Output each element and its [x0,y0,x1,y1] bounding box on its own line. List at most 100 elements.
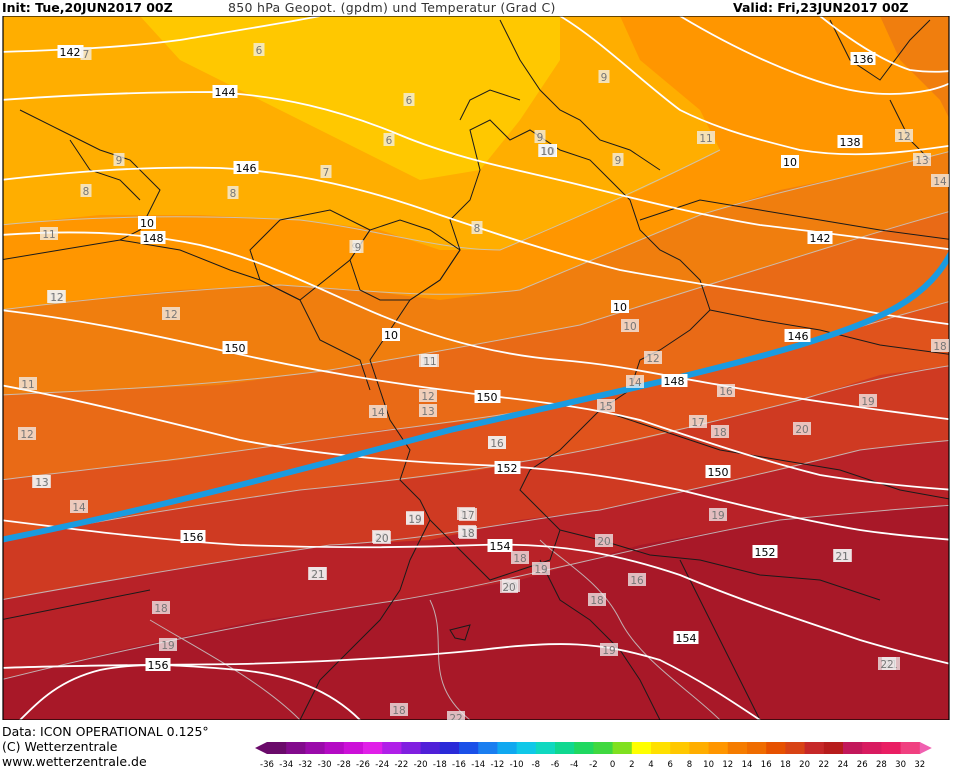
data-source: Data: ICON OPERATIONAL 0.125° [2,724,209,739]
temperature-label: 8 [474,223,481,235]
colorbar-tick-label: -2 [589,760,597,770]
temperature-label: 19 [534,564,547,576]
temperature-label: 16 [490,438,504,450]
colorbar-segment [420,742,441,754]
temperature-label-box [689,415,707,428]
geopotential-label: 156 [148,659,169,672]
temperature-label: 12 [646,353,659,365]
temperature-label-box [403,93,415,106]
geopotential-label-box [850,52,876,65]
temperature-label-box [600,643,618,656]
temperature-label-box [459,526,477,539]
colorbar-tick-label: -10 [510,760,524,770]
temperature-label: 12 [897,131,910,143]
colorbar-segment [900,742,921,754]
temperature-label: 14 [72,502,86,514]
colorbar-segment [651,742,671,754]
temperature-label-box [598,70,610,83]
colorbar-tick-label: -36 [260,760,274,770]
colorbar-tick-label: 24 [838,760,849,770]
geopotential-label: 136 [853,53,874,66]
colorbar-tick-label: 18 [780,760,791,770]
temperature-label: 19 [711,510,724,522]
temperature-label-box [19,377,37,390]
temperature-label-box [538,144,556,157]
temperature-label: 19 [161,640,174,652]
colorbar-segment [612,742,633,754]
temperature-label-box [626,375,644,388]
temperature-label: 16 [630,575,644,587]
temperature-label-box [931,339,949,352]
temperature-label: 17 [461,510,474,522]
temperature-label: 18 [392,705,405,717]
valid-time: Valid: Fri,23JUN2017 00Z [733,0,909,15]
colorbar-segment [459,742,479,754]
cold-front-line [3,250,949,543]
geopotential-label-box [494,461,520,474]
geopotential-label-box [138,216,156,229]
geopotential-label: 150 [477,391,498,404]
temperature-label: 10 [623,321,636,333]
colorbar-segment [804,742,825,754]
temperature-label-box [717,384,735,397]
colorbar-tick-label: 2 [629,760,634,770]
colorbar-segment [363,742,383,754]
geopotential-label: 148 [143,232,164,245]
temperature-label: 20 [502,582,515,594]
colorbar-tick-label: 16 [761,760,772,770]
temperature-label: 14 [628,377,642,389]
geopotential-label-box [233,161,259,174]
geopotential-label: 142 [60,46,81,59]
temperature-label-box [227,186,239,199]
colorbar-segment [439,742,460,754]
temperature-label: 18 [513,553,526,565]
colorbar-tick-label: 20 [799,760,810,770]
temperature-label: 21 [835,551,848,563]
temperature-label: 9 [537,132,544,144]
geopotential-label: 152 [755,546,776,559]
temperature-label: 7 [83,49,90,61]
geopotential-label: 138 [840,136,861,149]
geopotential-label: 10 [384,329,398,342]
geopotential-label: 146 [236,162,257,175]
geopotential-label: 146 [788,330,809,343]
colorbar-tick-label: -24 [375,760,389,770]
geopotential-label: 142 [810,232,831,245]
colorbar-tick-label: -6 [551,760,559,770]
geopotential-label: 156 [183,531,204,544]
temperature-label-box [621,319,639,332]
temperature-label-box [644,351,662,364]
temperature-label-box [40,227,58,240]
temperature-label-box [534,130,546,143]
colorbar-segment [401,742,422,754]
temperature-label: 22 [449,713,462,720]
map-header: Init: Tue,20JUN2017 00Z 850 hPa Geopot. … [0,0,955,16]
geopotential-label: 154 [490,540,511,553]
colorbar-segment [766,742,786,754]
geopotential-label-box [785,329,811,342]
colorbar-tick-label: 8 [687,760,692,770]
colorbar-segment [286,742,306,754]
temperature-label-box [152,601,170,614]
colorbar-segment [823,742,844,754]
temperature-label-box [595,534,613,547]
temperature-label: 22 [880,659,893,671]
temperature-label-box [793,422,811,435]
temperature-label: 14 [933,176,947,188]
temperature-label: 16 [719,386,733,398]
temperature-label-box [419,389,437,402]
temperature-label: 6 [386,135,393,147]
temperature-label: 7 [323,167,330,179]
copyright: (C) Wetterzentrale [2,739,118,754]
colorbar-tick-label: 30 [895,760,906,770]
temperature-label: 11 [699,133,712,145]
geopotential-label: 152 [497,462,518,475]
temperature-label-box [612,153,624,166]
colorbar-segment [593,742,614,754]
temperature-label-box [697,131,715,144]
temperature-label: 19 [602,645,615,657]
temperature-label-box [711,425,729,438]
temperature-label: 19 [408,514,421,526]
temperature-label-box [320,165,332,178]
geopotential-label-box [57,45,83,58]
